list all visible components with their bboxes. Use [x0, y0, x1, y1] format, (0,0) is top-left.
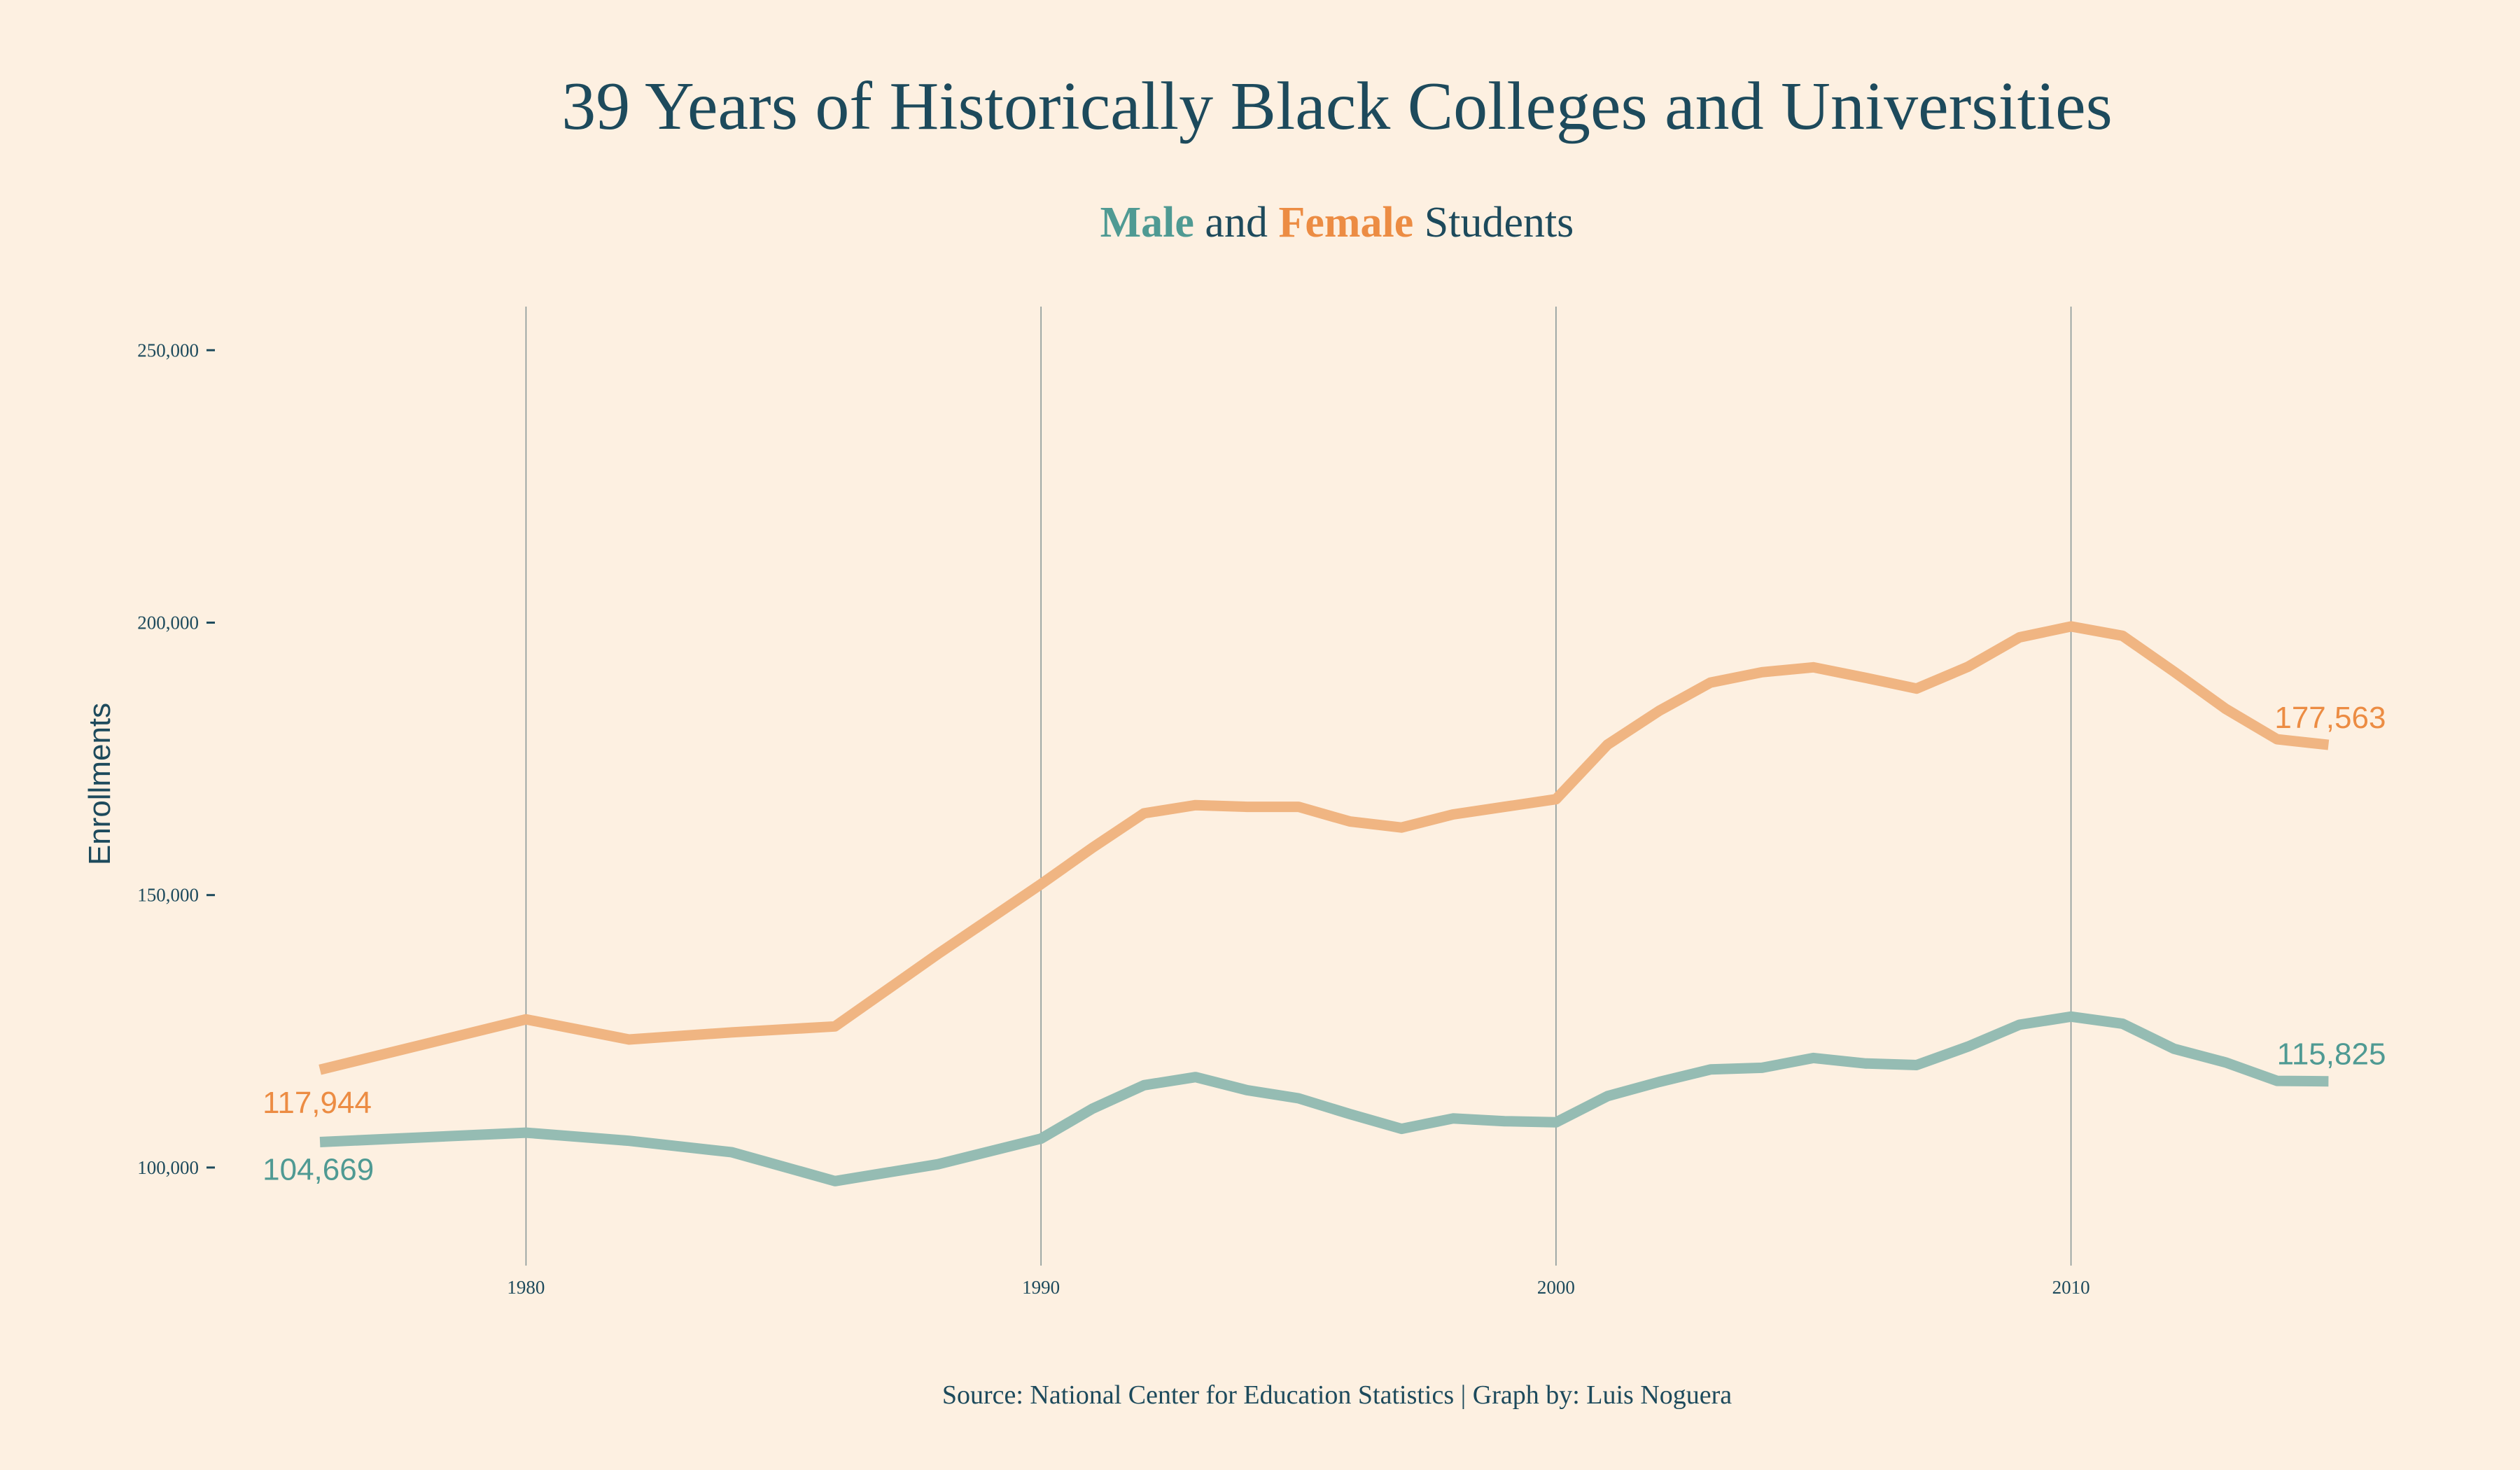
chart-title: 39 Years of Historically Black Colleges …	[561, 69, 2113, 144]
series-lines	[318, 621, 2330, 1186]
series-labels: 104,669 115,825 117,944 177,563	[262, 701, 2386, 1186]
end-label-female: 177,563	[2274, 701, 2386, 735]
subtitle-students-word: Students	[1424, 199, 1574, 246]
start-label-female: 117,944	[262, 1086, 372, 1120]
start-label-male: 104,669	[262, 1153, 374, 1187]
chart-subtitle: Male and Female Students	[1100, 199, 1574, 246]
chart-caption: Source: National Center for Education St…	[942, 1380, 1732, 1410]
y-tick-label-150,000: 150,000	[137, 885, 199, 906]
series-line-female	[318, 621, 2330, 1075]
end-label-male: 115,825	[2277, 1037, 2386, 1072]
subtitle-male-word: Male	[1100, 199, 1194, 246]
grid-lines	[525, 307, 2072, 1266]
subtitle-and-word: and	[1205, 199, 1268, 246]
x-axis: 1980 1990 2000 2010	[507, 1277, 2090, 1298]
y-axis: 100,000 150,000 200,000 250,000	[137, 340, 215, 1178]
x-tick-label-1980: 1980	[507, 1277, 545, 1298]
series-line-male	[319, 1011, 2329, 1186]
x-tick-label-2000: 2000	[1537, 1277, 1575, 1298]
x-tick-label-1990: 1990	[1022, 1277, 1060, 1298]
x-tick-label-2010: 2010	[2052, 1277, 2090, 1298]
y-axis-label: Enrollments	[83, 703, 117, 865]
y-tick-label-250,000: 250,000	[137, 340, 199, 360]
y-tick-label-100,000: 100,000	[137, 1157, 199, 1178]
subtitle-female-word: Female	[1278, 199, 1413, 246]
y-tick-label-200,000: 200,000	[137, 612, 199, 633]
